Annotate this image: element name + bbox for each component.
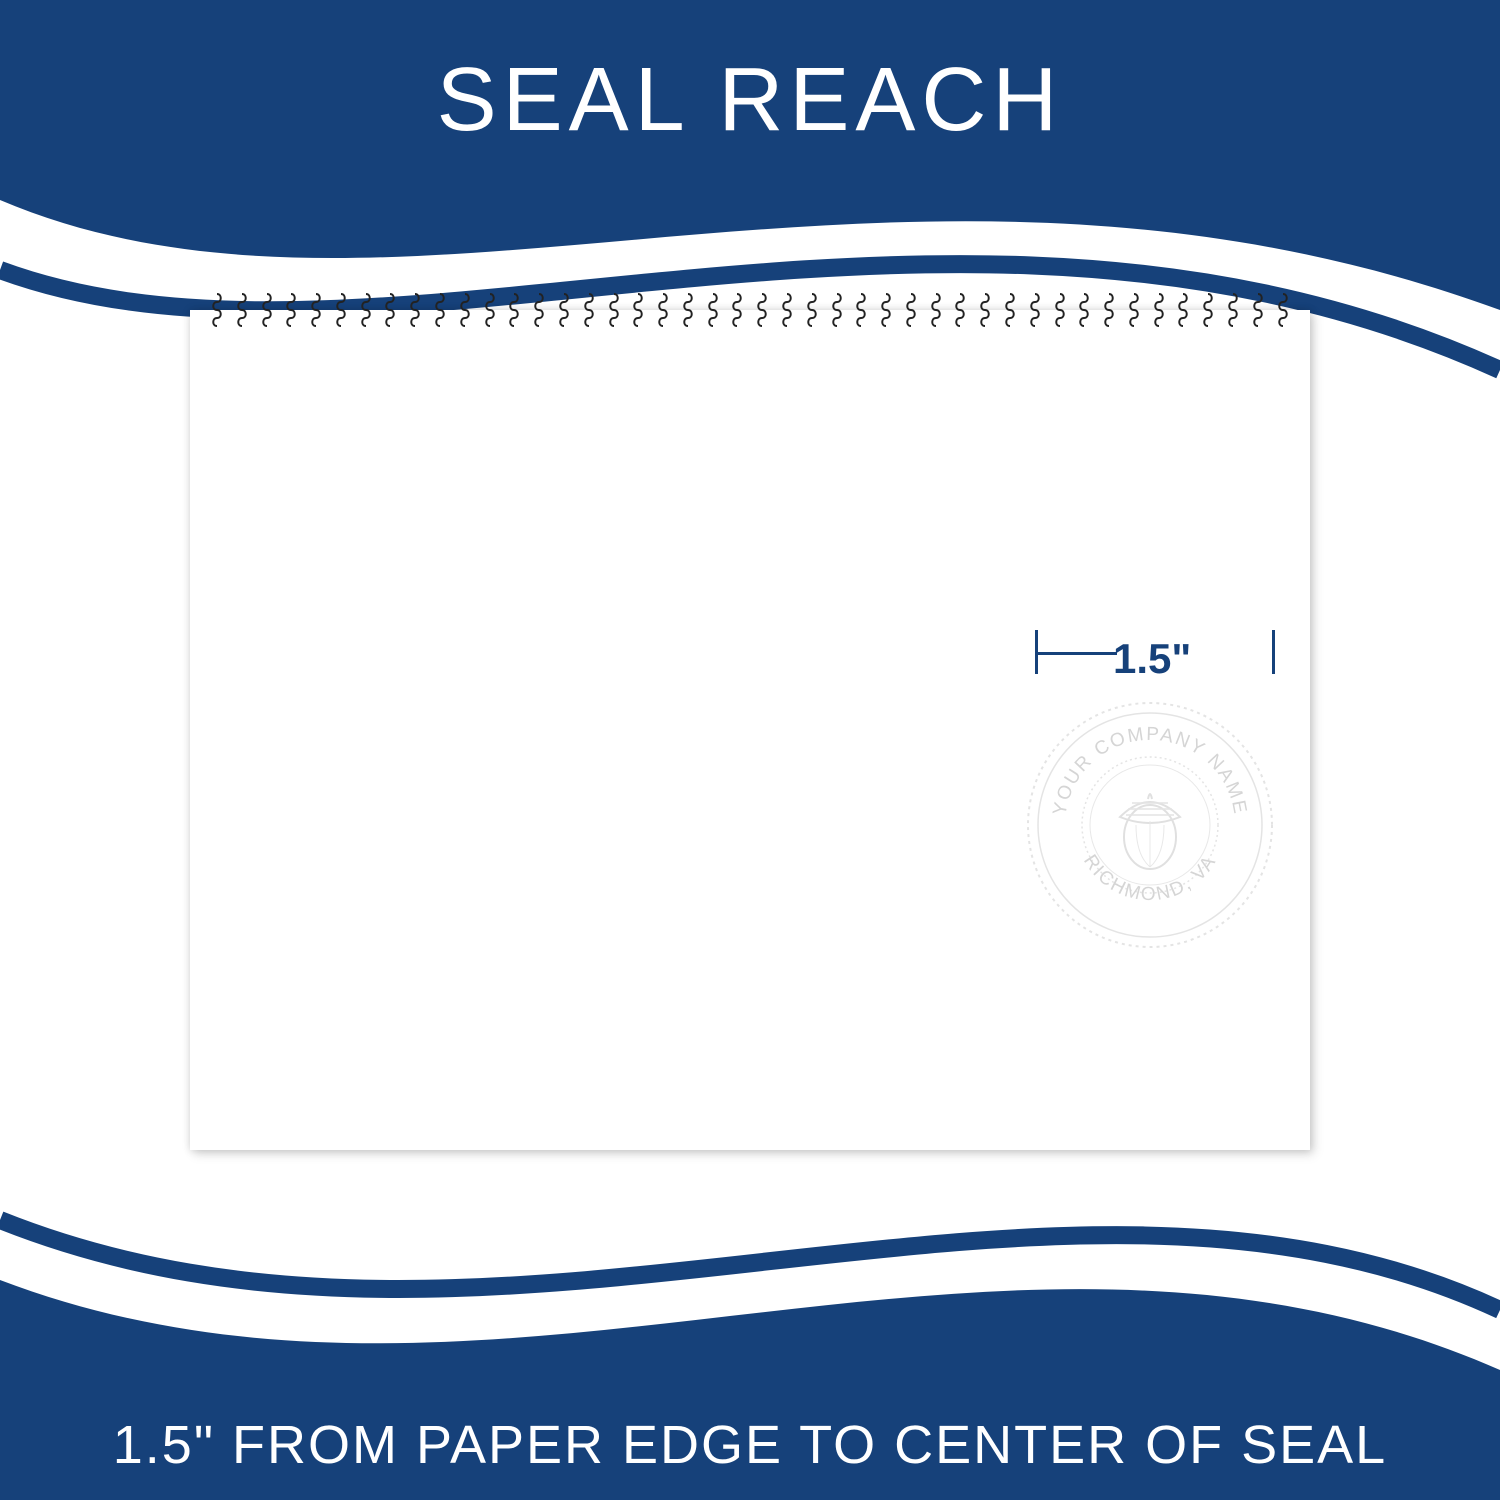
spiral-ring [210, 292, 224, 328]
spiral-ring [557, 292, 571, 328]
spiral-ring [755, 292, 769, 328]
acorn-icon [1120, 794, 1180, 869]
spiral-ring [830, 292, 844, 328]
spiral-ring [582, 292, 596, 328]
spiral-ring [1226, 292, 1240, 328]
spiral-ring [1077, 292, 1091, 328]
spiral-ring [730, 292, 744, 328]
spiral-ring [507, 292, 521, 328]
spiral-ring [1053, 292, 1067, 328]
spiral-ring [805, 292, 819, 328]
bottom-swoosh [0, 1120, 1500, 1420]
embossed-seal: YOUR COMPANY NAME RICHMOND, VA [1020, 695, 1280, 955]
spiral-ring [235, 292, 249, 328]
spiral-ring [706, 292, 720, 328]
spiral-ring [1028, 292, 1042, 328]
spiral-ring [1127, 292, 1141, 328]
measure-line-right [1035, 652, 1117, 655]
reach-measurement: 1.5" [1035, 630, 1275, 676]
spiral-ring [433, 292, 447, 328]
spiral-ring [780, 292, 794, 328]
spiral-ring [978, 292, 992, 328]
page-title: SEAL REACH [437, 49, 1064, 152]
spiral-ring [656, 292, 670, 328]
measure-value: 1.5" [1107, 635, 1197, 683]
spiral-ring [631, 292, 645, 328]
measure-cap-right [1272, 630, 1275, 674]
spiral-ring [1201, 292, 1215, 328]
spiral-ring [359, 292, 373, 328]
notepad: 1.5" YOUR COMPANY NAME RICHMOND, VA [190, 310, 1310, 1150]
spiral-ring [854, 292, 868, 328]
spiral-ring [1102, 292, 1116, 328]
spiral-binding [210, 292, 1290, 332]
spiral-ring [408, 292, 422, 328]
spiral-ring [383, 292, 397, 328]
spiral-ring [1176, 292, 1190, 328]
spiral-ring [284, 292, 298, 328]
spiral-ring [334, 292, 348, 328]
spiral-ring [458, 292, 472, 328]
footer-band: 1.5" FROM PAPER EDGE TO CENTER OF SEAL [0, 1390, 1500, 1500]
spiral-ring [879, 292, 893, 328]
spiral-ring [1251, 292, 1265, 328]
spiral-ring [1276, 292, 1290, 328]
spiral-ring [309, 292, 323, 328]
footer-caption: 1.5" FROM PAPER EDGE TO CENTER OF SEAL [113, 1414, 1387, 1476]
spiral-ring [532, 292, 546, 328]
spiral-ring [681, 292, 695, 328]
spiral-ring [260, 292, 274, 328]
header-band: SEAL REACH [0, 0, 1500, 200]
spiral-ring [953, 292, 967, 328]
spiral-ring [607, 292, 621, 328]
spiral-ring [483, 292, 497, 328]
spiral-ring [1003, 292, 1017, 328]
spiral-ring [904, 292, 918, 328]
spiral-ring [1152, 292, 1166, 328]
spiral-ring [929, 292, 943, 328]
